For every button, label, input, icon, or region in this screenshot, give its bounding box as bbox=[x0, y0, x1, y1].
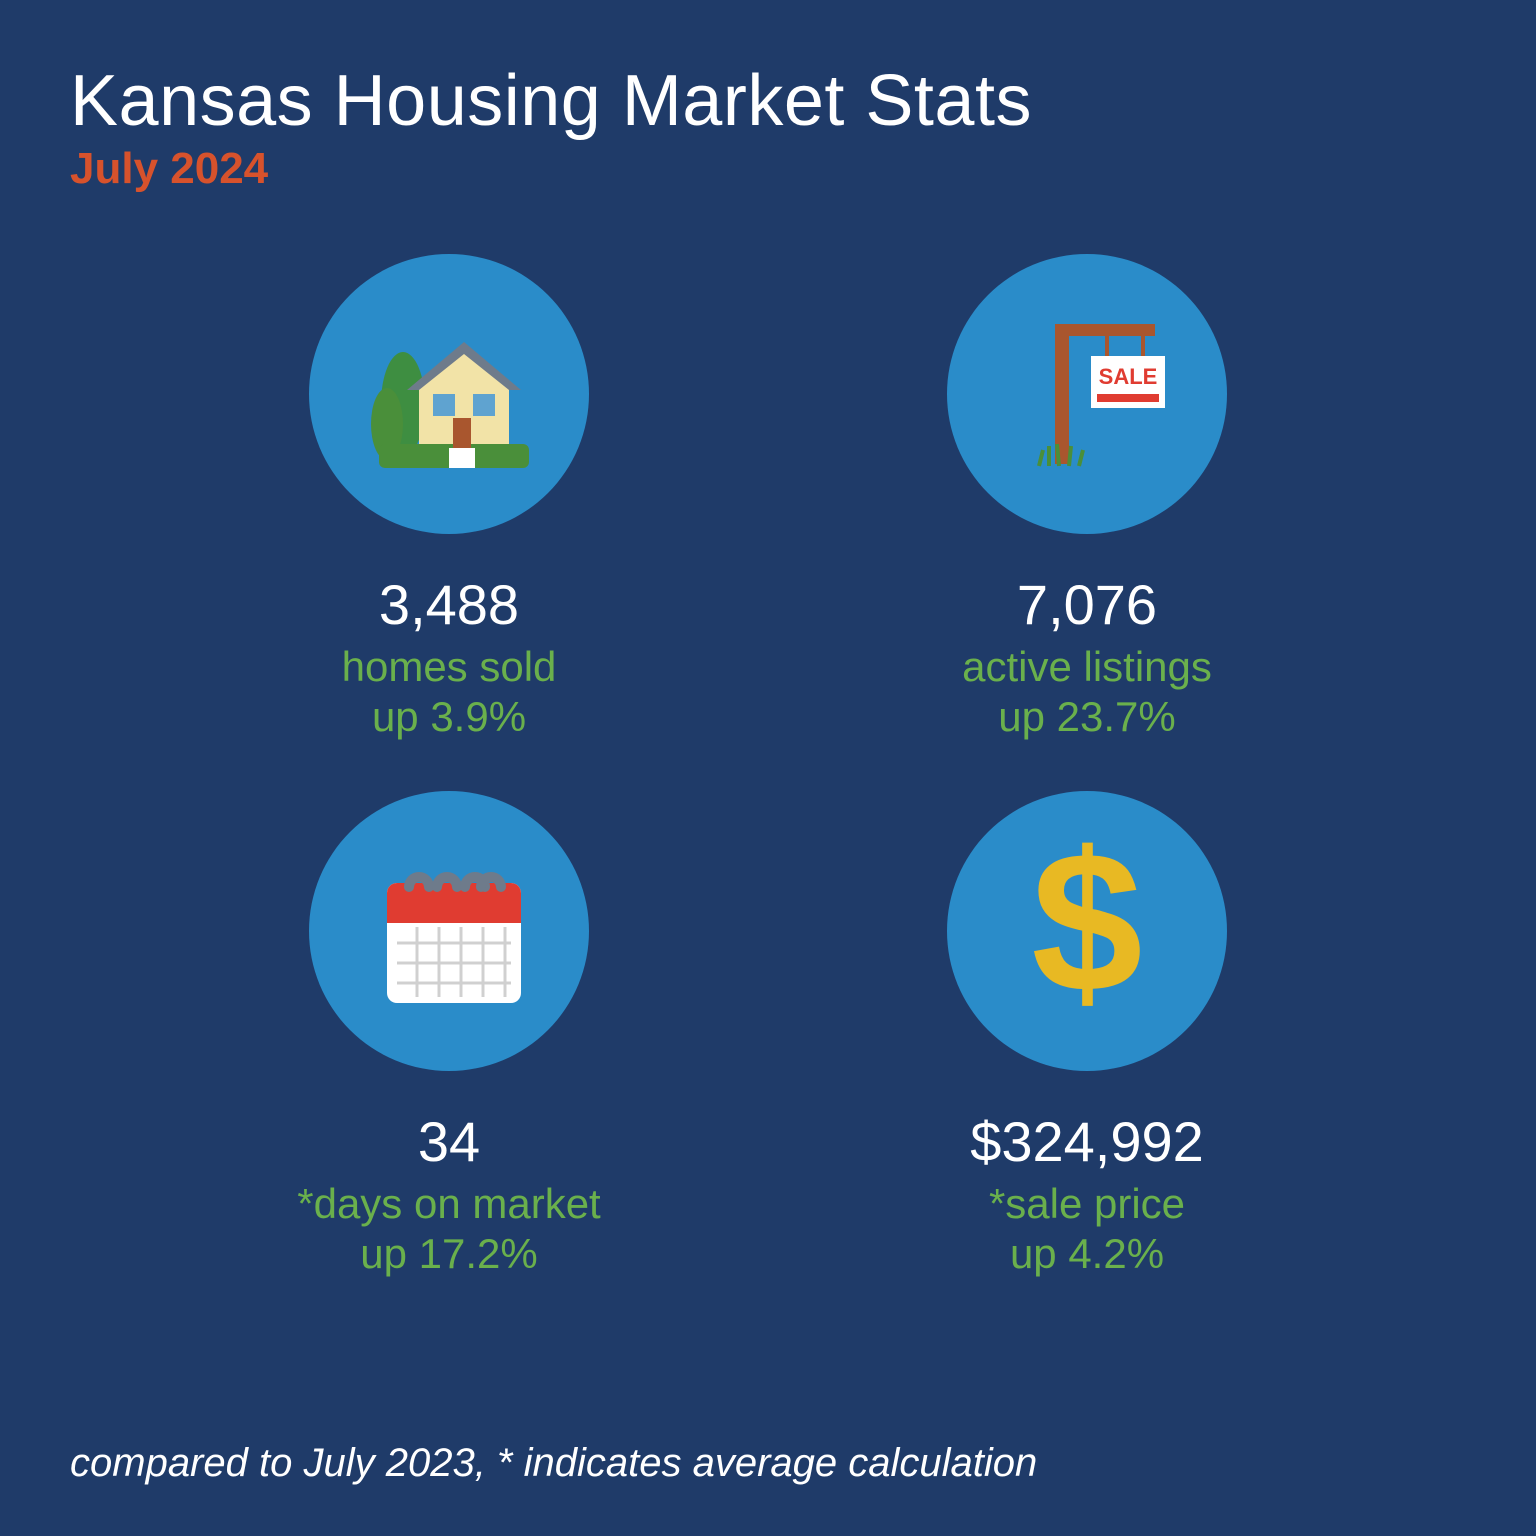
page-title: Kansas Housing Market Stats bbox=[70, 60, 1466, 142]
circle-days-on-market bbox=[309, 791, 589, 1071]
active-listings-value: 7,076 bbox=[1017, 572, 1157, 637]
homes-sold-delta: up 3.9% bbox=[372, 693, 526, 741]
days-on-market-delta: up 17.2% bbox=[360, 1230, 537, 1278]
house-icon bbox=[349, 294, 549, 494]
stat-sale-price: $ $324,992 *sale price up 4.2% bbox=[798, 791, 1376, 1278]
stat-active-listings: SALE 7,076 active listings up 23.7% bbox=[798, 254, 1376, 741]
svg-text:$: $ bbox=[1031, 821, 1142, 1034]
sale-price-label: *sale price bbox=[989, 1180, 1185, 1228]
homes-sold-label: homes sold bbox=[342, 643, 557, 691]
active-listings-delta: up 23.7% bbox=[998, 693, 1175, 741]
stat-days-on-market: 34 *days on market up 17.2% bbox=[160, 791, 738, 1278]
page-subtitle: July 2024 bbox=[70, 144, 1466, 194]
homes-sold-value: 3,488 bbox=[379, 572, 519, 637]
sale-price-delta: up 4.2% bbox=[1010, 1230, 1164, 1278]
stats-grid: 3,488 homes sold up 3.9% SALE bbox=[160, 254, 1376, 1278]
sale-price-value: $324,992 bbox=[970, 1109, 1204, 1174]
active-listings-label: active listings bbox=[962, 643, 1212, 691]
dollar-icon: $ bbox=[977, 821, 1197, 1041]
circle-sale-price: $ bbox=[947, 791, 1227, 1071]
stat-homes-sold: 3,488 homes sold up 3.9% bbox=[160, 254, 738, 741]
circle-homes-sold bbox=[309, 254, 589, 534]
circle-active-listings: SALE bbox=[947, 254, 1227, 534]
svg-text:SALE: SALE bbox=[1099, 364, 1158, 389]
days-on-market-label: *days on market bbox=[297, 1180, 600, 1228]
calendar-icon bbox=[349, 831, 549, 1031]
sale-sign-icon: SALE bbox=[987, 294, 1187, 494]
footnote: compared to July 2023, * indicates avera… bbox=[70, 1441, 1037, 1486]
days-on-market-value: 34 bbox=[418, 1109, 480, 1174]
